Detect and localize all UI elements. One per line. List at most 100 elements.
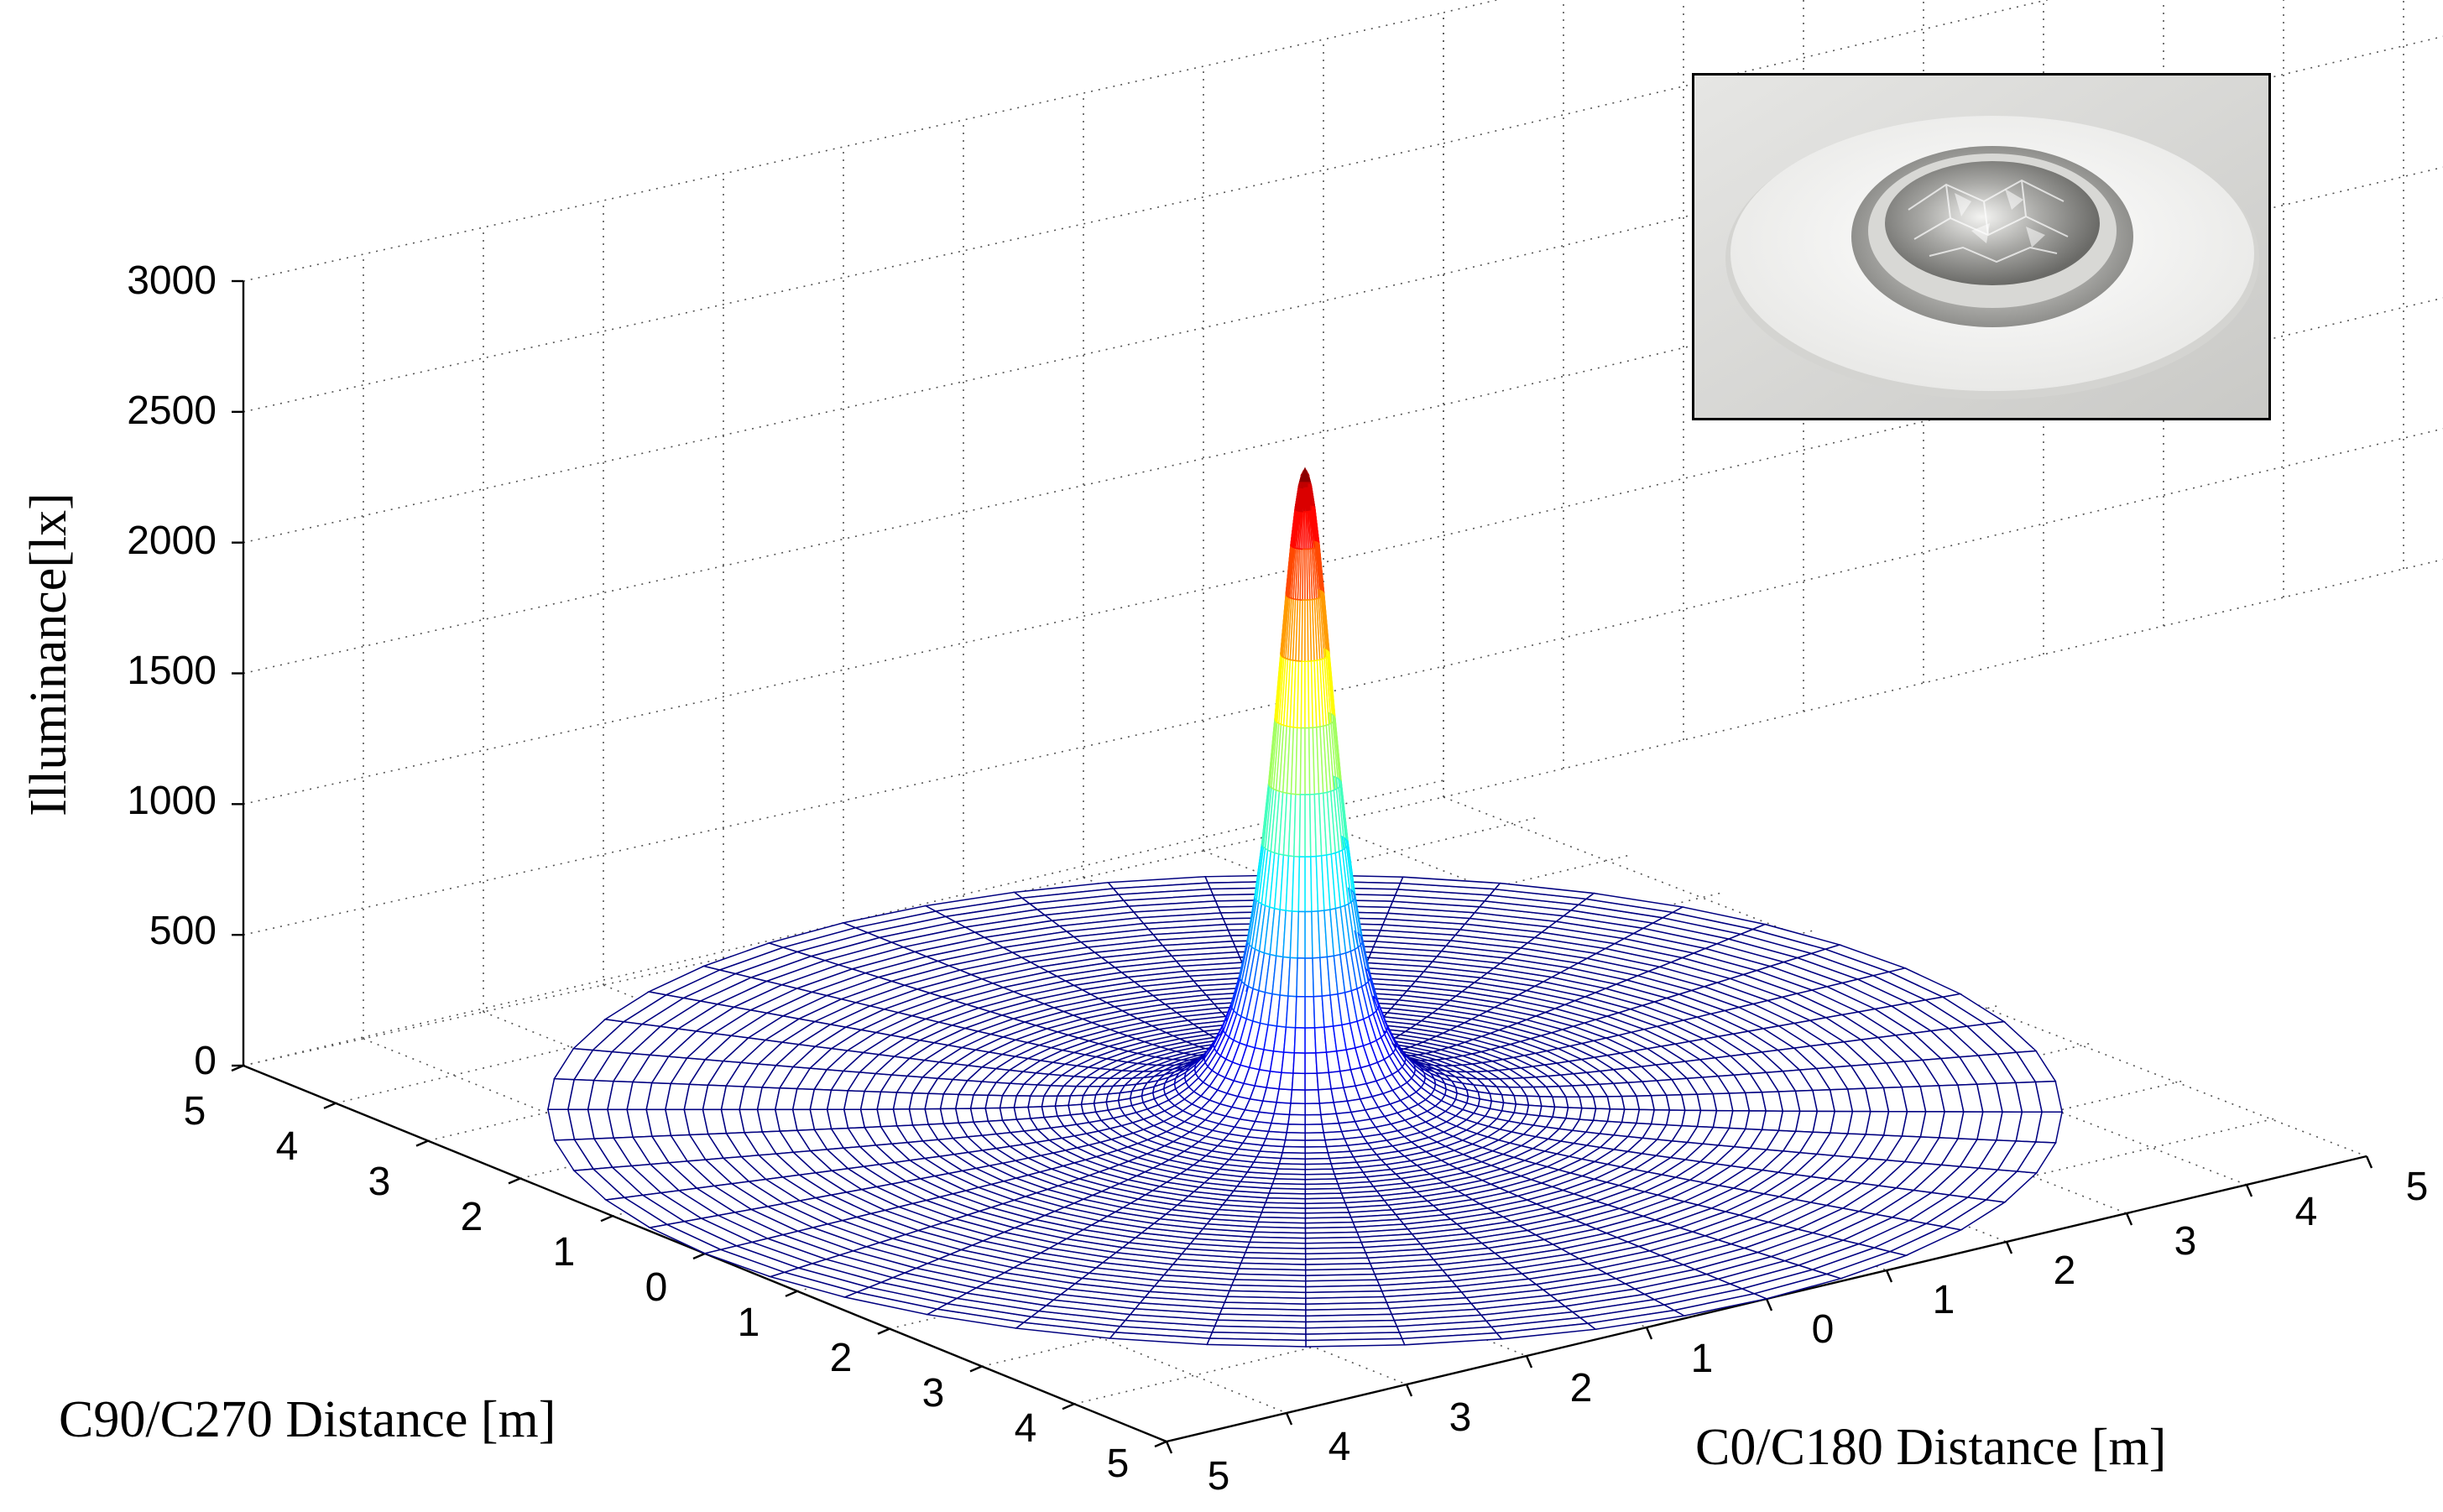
- c0-tick-mark: [1405, 1384, 1413, 1397]
- c0-tick-label: 3: [2174, 1219, 2197, 1264]
- grid-line: [243, 404, 1444, 675]
- surface-cell: [1282, 1026, 1297, 1054]
- surface-cell: [1206, 1337, 1307, 1348]
- c90-tick-mark: [231, 1064, 244, 1072]
- grid-line: [243, 665, 1444, 936]
- surface-cell: [1296, 957, 1306, 998]
- c90-tick-label: 2: [830, 1336, 853, 1380]
- surface-cell: [1281, 1051, 1296, 1074]
- grid-line: [1073, 1118, 2275, 1405]
- c90-tick-mark: [415, 1139, 429, 1147]
- c90-tick-label: 4: [1015, 1406, 1037, 1451]
- grid-line: [243, 534, 1444, 806]
- c0-tick-mark: [1285, 1412, 1293, 1426]
- grid-line: [243, 143, 1444, 413]
- surface-cell: [1304, 1072, 1319, 1091]
- z-tick-label: 500: [149, 909, 217, 953]
- z-tick-label: 0: [194, 1039, 217, 1083]
- surface-mesh: [546, 468, 2064, 1348]
- surface-cell: [1304, 1089, 1321, 1105]
- c0-tick-label: 3: [1449, 1395, 1472, 1440]
- grid-line: [1443, 297, 2443, 537]
- surface-cell: [1286, 1124, 1306, 1134]
- grid-line: [243, 12, 1444, 282]
- surface-cell: [1304, 1139, 1328, 1148]
- surface-cell: [1273, 1102, 1292, 1116]
- surface-cell: [1297, 910, 1306, 959]
- surface-cell: [1270, 1113, 1291, 1125]
- grid-line: [243, 796, 1444, 1066]
- c90-tick-mark: [1154, 1440, 1167, 1448]
- c0-tick-label: 5: [1208, 1454, 1230, 1499]
- c90-tick-mark: [877, 1327, 890, 1335]
- grid-line: [1443, 166, 2443, 406]
- c0-tick-mark: [1765, 1298, 1773, 1311]
- surface-cell: [1293, 1027, 1306, 1054]
- z-tick-label: 1000: [127, 779, 217, 823]
- surface-cell: [1278, 1071, 1294, 1091]
- c90-tick-mark: [692, 1252, 706, 1260]
- c90-c270-axis-label: C90/C270 Distance [m]: [59, 1391, 556, 1448]
- z-axis-label: Illuminance[lx]: [20, 493, 77, 816]
- grid-line: [1443, 35, 2443, 275]
- c0-c180-axis-label: C0/C180 Distance [m]: [1695, 1419, 2166, 1476]
- surface-cell: [1284, 1132, 1306, 1141]
- c90-tick-mark: [969, 1365, 983, 1373]
- z-tick-label: 3000: [127, 258, 217, 303]
- c90-tick-label: 3: [368, 1160, 391, 1204]
- surface-cell: [1288, 1103, 1306, 1116]
- surface-cell: [1291, 1072, 1306, 1091]
- surface-cell: [1282, 1139, 1306, 1148]
- c90-tick-label: 5: [1107, 1442, 1130, 1486]
- surface-cell: [1304, 1052, 1318, 1075]
- surface-cell: [1292, 1052, 1306, 1075]
- grid-line: [243, 273, 1444, 544]
- c90-tick-mark: [785, 1290, 798, 1297]
- c0-tick-label: 5: [2406, 1165, 2429, 1209]
- surface-cell: [1304, 1132, 1326, 1141]
- surface-cell: [1299, 727, 1306, 795]
- c0-tick-mark: [2365, 1155, 2373, 1169]
- c0-tick-mark: [1165, 1441, 1173, 1454]
- grid-line: [243, 779, 1444, 1066]
- grid-line: [1443, 559, 2443, 798]
- c0-tick-mark: [1645, 1327, 1653, 1340]
- surface-cell: [1287, 1113, 1306, 1126]
- c0-tick-mark: [1885, 1270, 1893, 1283]
- c0-tick-label: 1: [1933, 1278, 1955, 1322]
- surface-cell: [1290, 1088, 1306, 1105]
- z-axis-ticks: 0 500 1000 1500 2000 2500 3000: [127, 258, 217, 1083]
- c0-tick-mark: [2245, 1184, 2253, 1197]
- c90-tick-mark: [600, 1215, 613, 1223]
- c0-tick-label: 0: [1812, 1307, 1835, 1352]
- surface-cell: [1304, 1124, 1325, 1134]
- surface-cell: [1285, 995, 1297, 1029]
- c0-tick-label: 1: [1691, 1337, 1714, 1381]
- surface-cell: [1305, 1337, 1406, 1348]
- z-tick-label: 2500: [127, 388, 217, 433]
- c90-tick-mark: [323, 1102, 337, 1109]
- c90-tick-label: 3: [922, 1371, 945, 1416]
- luminaire-photo-inset: [1692, 73, 2271, 420]
- grid-line: [1443, 0, 2049, 144]
- surface-cell: [1297, 856, 1306, 913]
- surface-cell: [1304, 1027, 1317, 1054]
- c90-tick-label: 4: [276, 1124, 299, 1169]
- c90-tick-label: 1: [738, 1301, 760, 1345]
- c0-tick-label: 4: [2295, 1190, 2318, 1234]
- c0-tick-label: 4: [1329, 1425, 1351, 1469]
- c90-tick-label: 2: [461, 1195, 483, 1239]
- surface-cell: [1276, 1087, 1293, 1104]
- c90-tick-label: 5: [184, 1089, 206, 1134]
- c0-tick-label: 2: [1570, 1366, 1593, 1410]
- recessed-downlight-icon: [1694, 76, 2268, 418]
- c0-c180-axis-ticks: 5 4 3 2 1 0 1 2 3 4 5: [1208, 1165, 2429, 1499]
- z-tick-label: 1500: [127, 649, 217, 693]
- c90-tick-label: 1: [553, 1230, 576, 1275]
- c0-tick-mark: [2125, 1212, 2133, 1226]
- c0-tick-mark: [2005, 1241, 2013, 1254]
- surface-cell: [1298, 794, 1306, 858]
- grid-line: [1443, 0, 1500, 13]
- c90-tick-mark: [508, 1177, 521, 1185]
